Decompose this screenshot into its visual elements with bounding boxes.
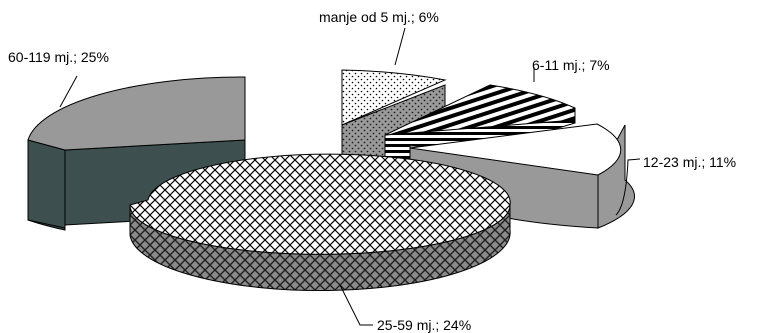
slice-label-6-11: 6-11 mj.; 7%: [532, 57, 610, 73]
leader-line-60-119: [59, 75, 78, 108]
slice-label-60-119: 60-119 mj.; 25%: [8, 49, 109, 65]
slice-60-119-top: [27, 76, 246, 151]
leader-line-12-23: [615, 158, 641, 216]
slice-label-manje-od-5: manje od 5 mj.; 6%: [319, 9, 439, 25]
slice-6-11-top: [384, 84, 576, 136]
slice-label-12-23: 12-23 mj.; 11%: [643, 154, 736, 170]
slice-manje-od-5-top: [341, 69, 447, 126]
slice-25-59-top: [129, 153, 511, 255]
slice-label-25-59: 25-59 mj.; 24%: [377, 317, 471, 333]
leader-line-25-59: [339, 284, 373, 326]
slice-12-23-top: [409, 123, 622, 176]
leader-line-manje-od-5: [394, 27, 406, 66]
slice-25-59: [129, 153, 511, 292]
